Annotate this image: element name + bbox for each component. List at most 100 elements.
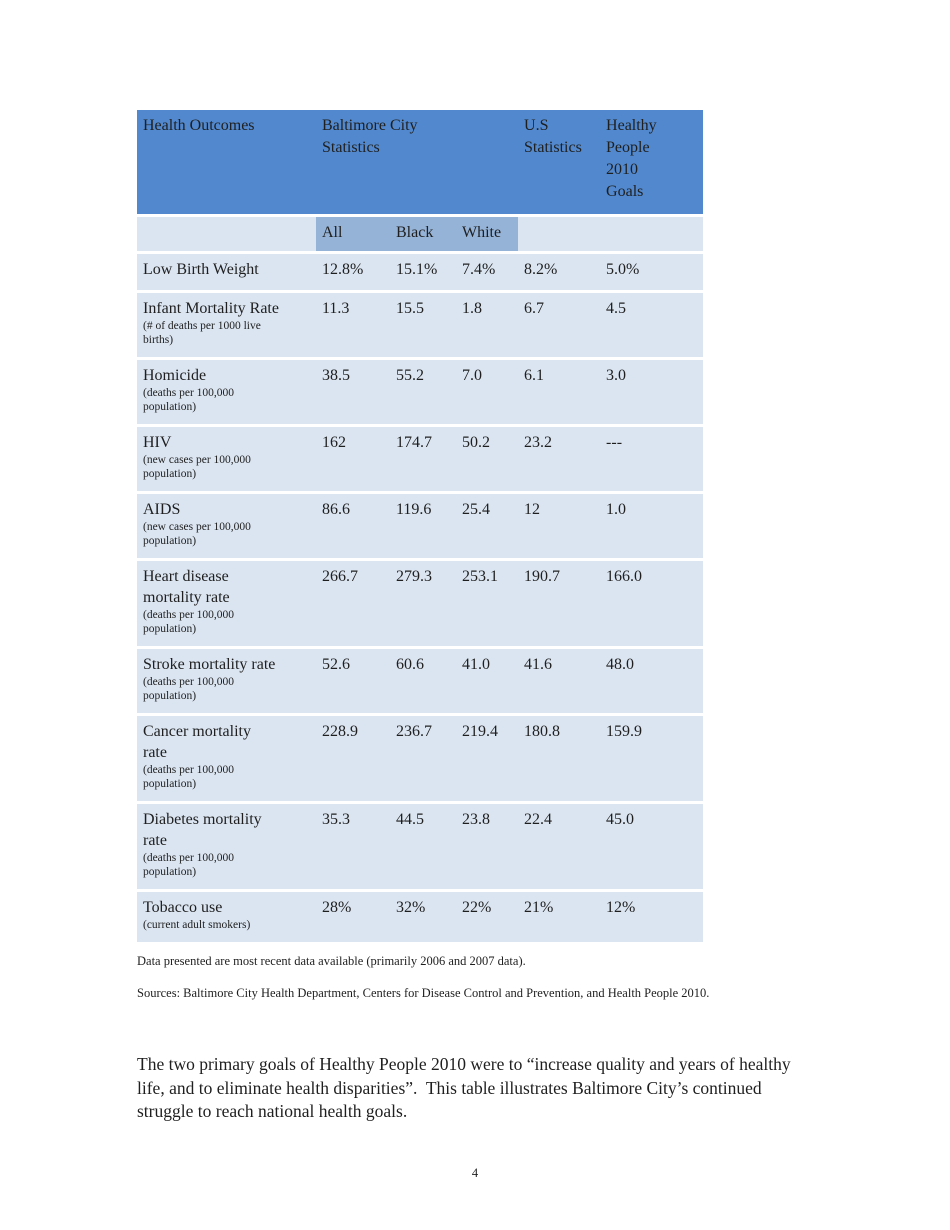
outcome-label: Diabetes mortality rate [143,811,262,849]
subheader-white: White [456,215,519,254]
cell-baltimore-white: 7.4% [456,252,519,293]
cell-us-statistic: 23.2 [518,425,601,494]
health-outcomes-table: Health Outcomes Baltimore City Statistic… [137,110,704,945]
subheader-empty-cell [600,215,704,254]
cell-baltimore-black: 174.7 [390,425,456,494]
cell-us-statistic: 8.2% [518,252,601,293]
cell-hp2010-goal: 45.0 [600,802,704,892]
outcome-label: Homicide [143,367,207,384]
cell-baltimore-all: 12.8% [316,252,390,293]
cell-us-statistic: 180.8 [518,714,601,804]
cell-baltimore-black: 44.5 [390,802,456,892]
body-paragraph: The two primary goals of Healthy People … [137,1054,795,1121]
subheader-all: All [316,215,390,254]
cell-baltimore-white: 219.4 [456,714,519,804]
outcome-label: Low Birth Weight [143,261,259,278]
outcome-note: (current adult smokers) [143,919,251,931]
cell-hp2010-goal: 12% [600,890,704,945]
table-row: Stroke mortality rate (deaths per 100,000… [137,647,704,716]
cell-us-statistic: 12 [518,492,601,561]
page-content: Health Outcomes Baltimore City Statistic… [137,110,827,1124]
cell-baltimore-black: 15.1% [390,252,456,293]
cell-us-statistic: 6.1 [518,358,601,427]
subheader-empty-cell [137,215,316,254]
cell-baltimore-black: 236.7 [390,714,456,804]
cell-baltimore-white: 41.0 [456,647,519,716]
cell-baltimore-all: 28% [316,890,390,945]
subheader-empty-cell [518,215,601,254]
header-healthy-people-2010-goals: Healthy People 2010 Goals [600,110,704,217]
outcome-note: (deaths per 100,000 population) [143,387,235,413]
cell-baltimore-all: 52.6 [316,647,390,716]
table-row: AIDS (new cases per 100,000 population) 86… [137,492,704,561]
cell-baltimore-black: 15.5 [390,291,456,360]
header-baltimore-city-statistics: Baltimore City Statistics [316,110,519,217]
cell-us-statistic: 21% [518,890,601,945]
outcome-label: Stroke mortality rate [143,656,276,673]
outcome-label: Infant Mortality Rate [143,300,279,317]
outcome-note: (new cases per 100,000 population) [143,521,251,547]
cell-baltimore-white: 50.2 [456,425,519,494]
outcome-label: Cancer mortality rate [143,723,251,761]
cell-us-statistic: 22.4 [518,802,601,892]
outcome-cell: Cancer mortality rate (deaths per 100,000… [137,714,316,804]
cell-baltimore-black: 119.6 [390,492,456,561]
outcome-cell: AIDS (new cases per 100,000 population) [137,492,316,561]
outcome-cell: Diabetes mortality rate (deaths per 100,0… [137,802,316,892]
cell-baltimore-black: 32% [390,890,456,945]
header-us-statistics: U.S Statistics [518,110,601,217]
cell-baltimore-all: 228.9 [316,714,390,804]
cell-baltimore-black: 279.3 [390,559,456,649]
outcome-note: (deaths per 100,000 population) [143,609,235,635]
sources-note: Sources: Baltimore City Health Departmen… [137,986,710,1000]
cell-hp2010-goal: --- [600,425,704,494]
header-health-outcomes: Health Outcomes [137,110,316,217]
outcome-cell: Low Birth Weight [137,252,316,293]
cell-hp2010-goal: 166.0 [600,559,704,649]
outcome-cell: Infant Mortality Rate (# of deaths per 10… [137,291,316,360]
cell-us-statistic: 41.6 [518,647,601,716]
outcome-label: Tobacco use [143,899,223,916]
outcome-label: HIV [143,434,172,451]
outcome-cell: Stroke mortality rate (deaths per 100,000… [137,647,316,716]
cell-baltimore-black: 60.6 [390,647,456,716]
cell-baltimore-all: 86.6 [316,492,390,561]
cell-baltimore-white: 7.0 [456,358,519,427]
table-row: Tobacco use (current adult smokers) 28% 32%… [137,890,704,945]
cell-hp2010-goal: 1.0 [600,492,704,561]
cell-hp2010-goal: 159.9 [600,714,704,804]
cell-hp2010-goal: 4.5 [600,291,704,360]
table-header-row: Health Outcomes Baltimore City Statistic… [137,110,704,217]
outcome-cell: HIV (new cases per 100,000 population) [137,425,316,494]
cell-baltimore-black: 55.2 [390,358,456,427]
outcome-cell: Heart disease mortality rate (deaths per … [137,559,316,649]
outcome-note: (deaths per 100,000 population) [143,676,235,702]
outcome-cell: Tobacco use (current adult smokers) [137,890,316,945]
outcome-cell: Homicide (deaths per 100,000 population) [137,358,316,427]
table-row: Cancer mortality rate (deaths per 100,000… [137,714,704,804]
table-body: Low Birth Weight 12.8% 15.1% 7.4% 8.2% 5.0% In… [137,252,704,945]
table-row: Heart disease mortality rate (deaths per … [137,559,704,649]
subheader-black: Black [390,215,456,254]
cell-hp2010-goal: 48.0 [600,647,704,716]
cell-hp2010-goal: 3.0 [600,358,704,427]
table-subheader-row: All Black White [137,215,704,254]
outcome-label: AIDS [143,501,181,518]
page-number: 4 [471,1166,479,1180]
outcome-note: (# of deaths per 1000 live births) [143,320,261,346]
cell-baltimore-all: 266.7 [316,559,390,649]
cell-baltimore-all: 11.3 [316,291,390,360]
outcome-note: (new cases per 100,000 population) [143,454,251,480]
table-row: Infant Mortality Rate (# of deaths per 10… [137,291,704,360]
cell-baltimore-white: 25.4 [456,492,519,561]
outcome-label: Heart disease mortality rate [143,568,230,606]
data-recency-note: Data presented are most recent data avai… [137,954,526,968]
table-row: Diabetes mortality rate (deaths per 100,0… [137,802,704,892]
cell-baltimore-all: 35.3 [316,802,390,892]
cell-us-statistic: 190.7 [518,559,601,649]
cell-baltimore-white: 253.1 [456,559,519,649]
cell-baltimore-white: 22% [456,890,519,945]
cell-us-statistic: 6.7 [518,291,601,360]
table-row: Homicide (deaths per 100,000 population) 3… [137,358,704,427]
